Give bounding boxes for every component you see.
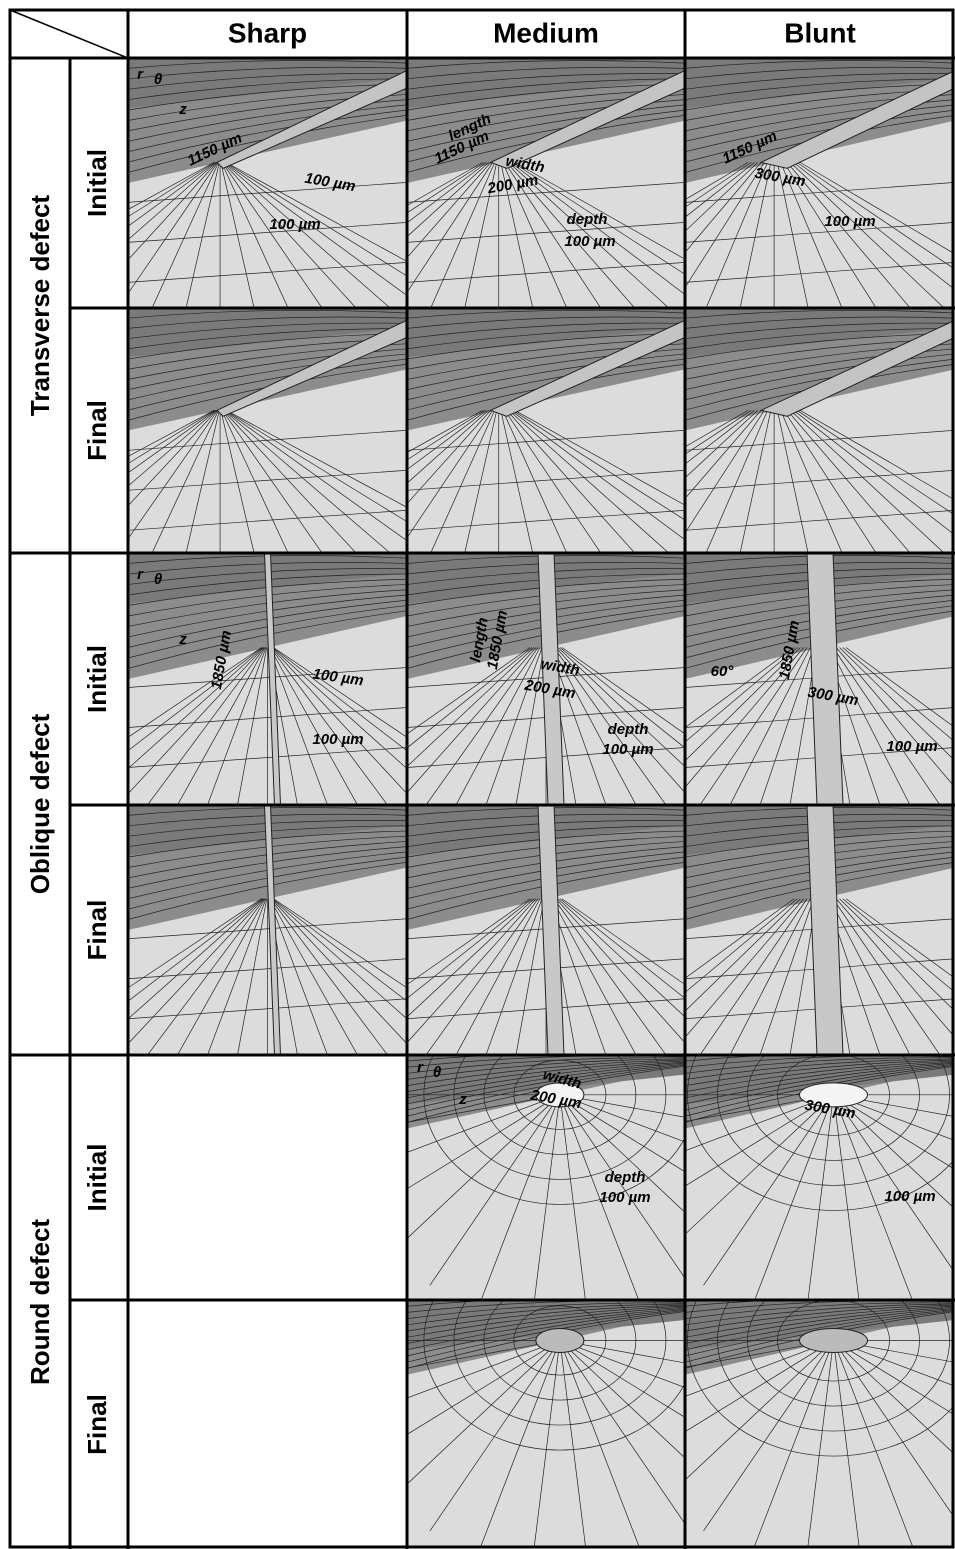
annotation: 100 µm	[602, 741, 653, 758]
annotation: 100 µm	[824, 213, 875, 230]
defect	[536, 1328, 584, 1352]
annotation: depth	[605, 1169, 646, 1186]
annotation: 100 µm	[884, 1188, 935, 1205]
annotation: 100 µm	[564, 233, 615, 250]
row-label: Initial	[82, 645, 112, 713]
annotation: 100 µm	[886, 738, 937, 755]
column-header: Medium	[493, 17, 599, 48]
annotation: z	[458, 1091, 467, 1108]
row-group-label: Oblique defect	[25, 713, 55, 894]
annotation: z	[178, 631, 187, 648]
defect	[800, 1328, 868, 1352]
row-label: Final	[82, 400, 112, 461]
column-header: Blunt	[784, 17, 856, 48]
annotation: 100 µm	[599, 1189, 650, 1206]
annotation: z	[178, 101, 187, 118]
annotation: 100 µm	[269, 216, 320, 233]
annotation: depth	[567, 211, 608, 228]
row-label: Initial	[82, 149, 112, 217]
row-group-label: Round defect	[25, 1219, 55, 1385]
column-header: Sharp	[228, 17, 307, 48]
annotation: θ	[154, 71, 163, 88]
row-label: Final	[82, 900, 112, 961]
figure: Sharp Medium Blunt Transverse defect Initial…	[0, 0, 955, 1549]
row-label: Initial	[82, 1144, 112, 1212]
annotation: 100 µm	[312, 731, 363, 748]
annotation: 60°	[711, 663, 735, 680]
annotation: θ	[154, 571, 163, 588]
row-label: Final	[82, 1394, 112, 1455]
row-group-label: Transverse defect	[25, 195, 55, 416]
annotation: depth	[608, 721, 649, 738]
annotation: θ	[433, 1064, 442, 1081]
